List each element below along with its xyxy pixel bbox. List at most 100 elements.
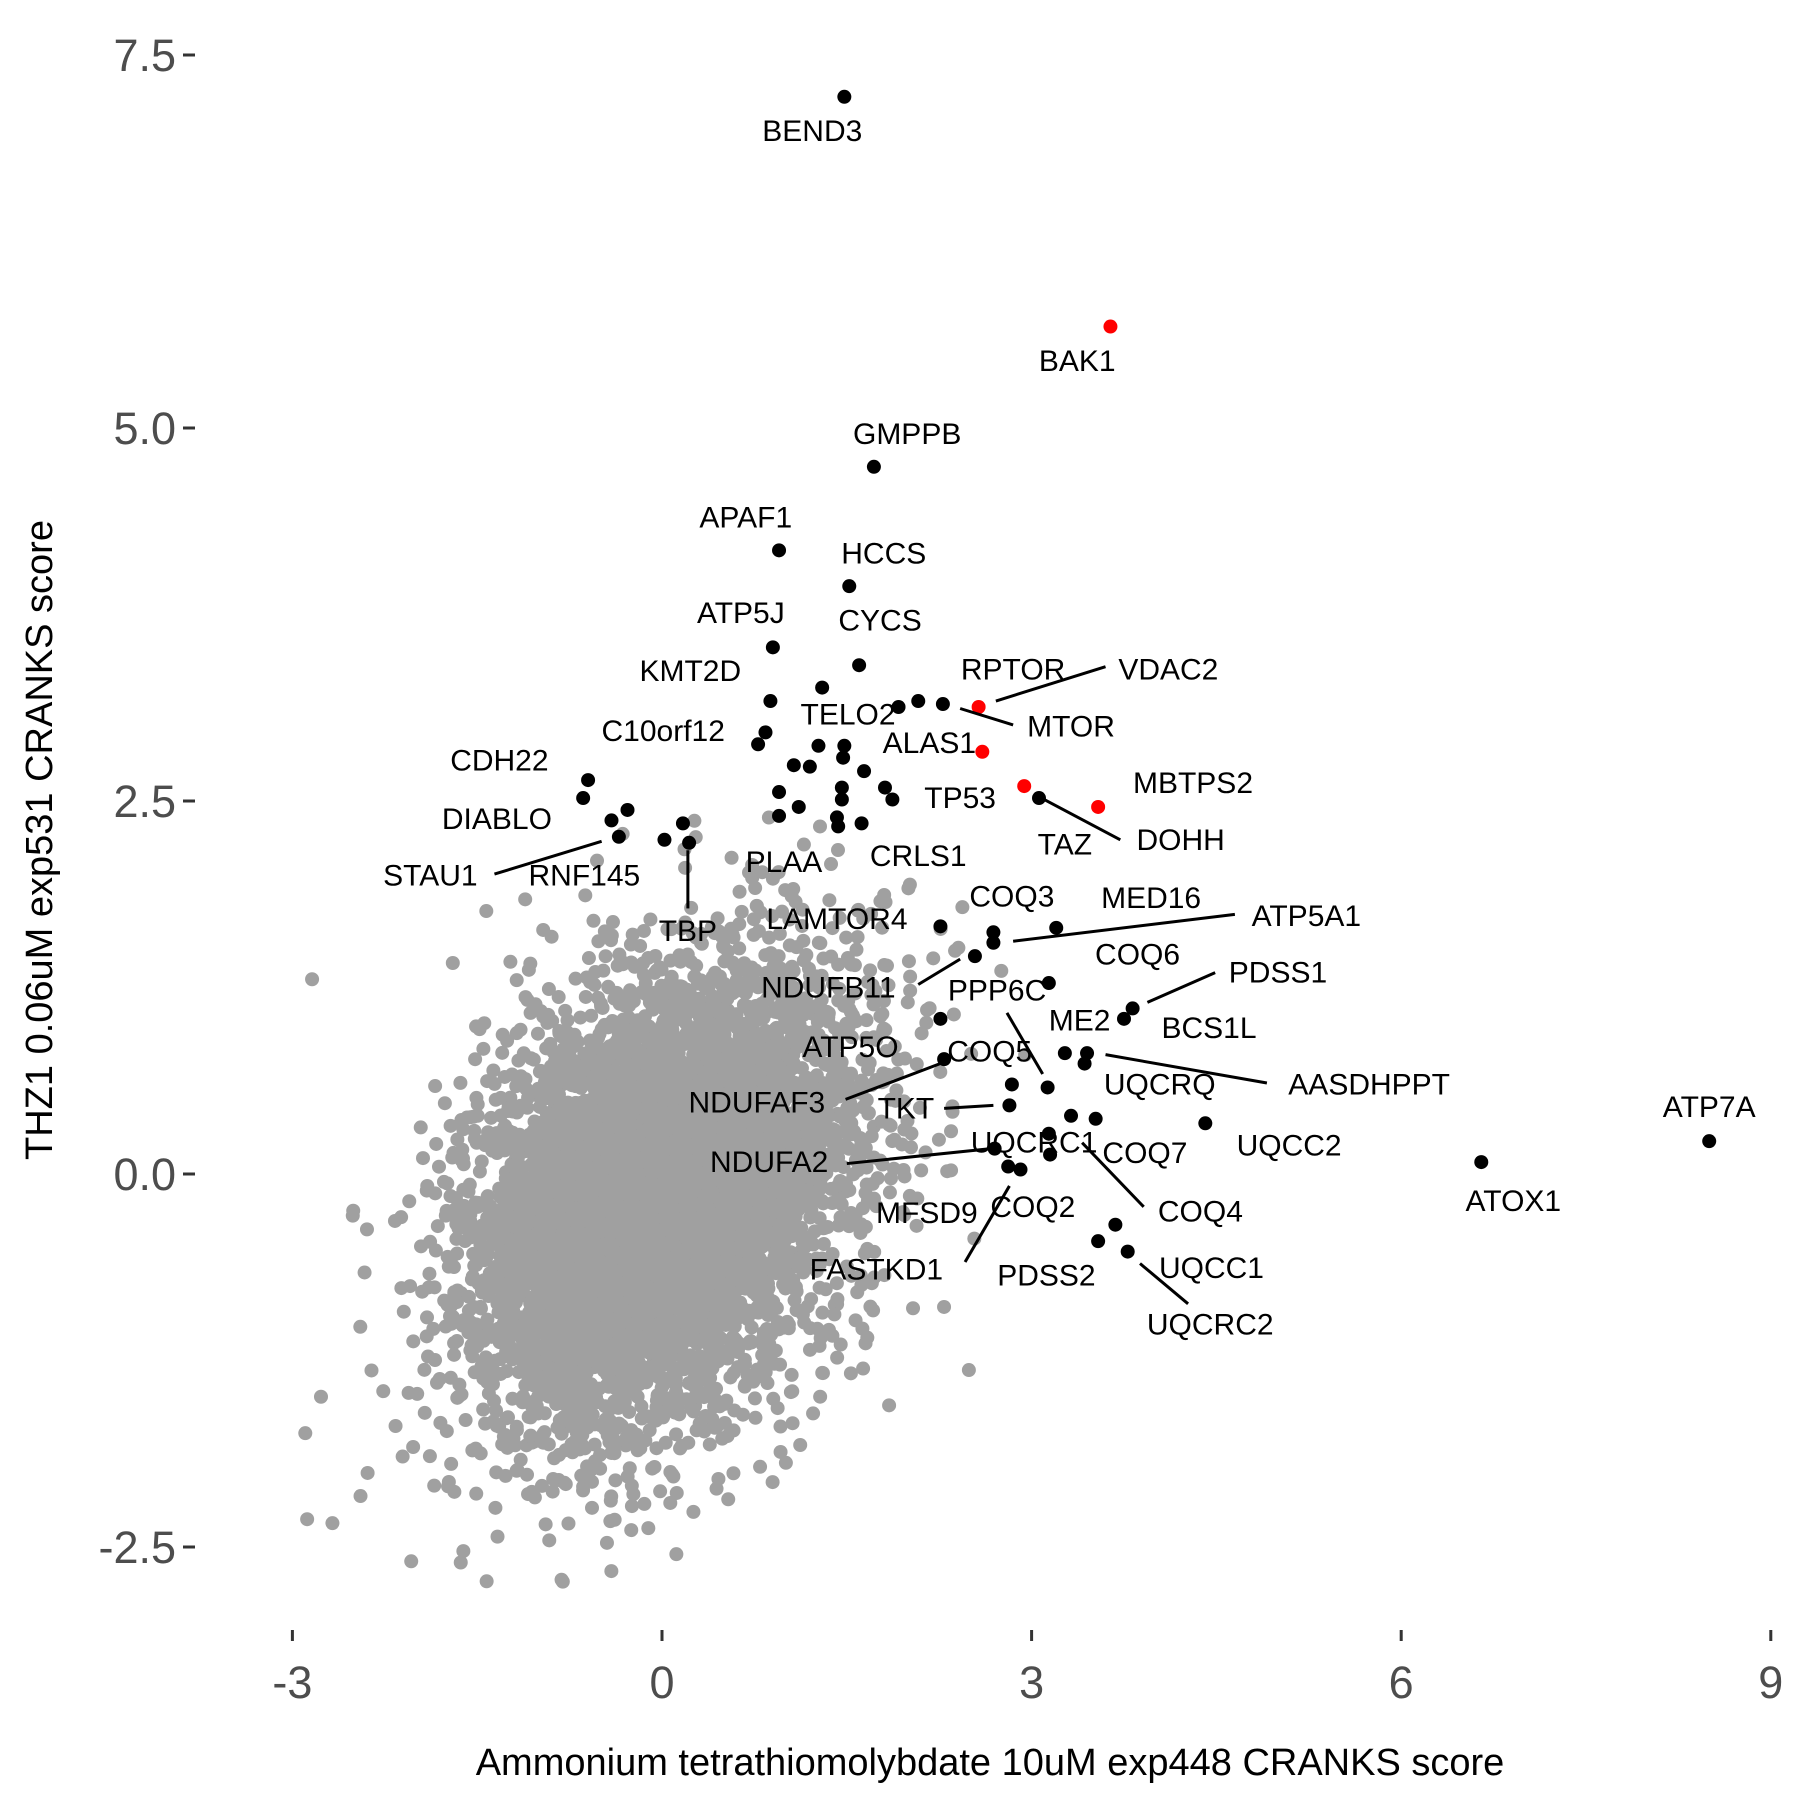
background-point — [734, 904, 749, 919]
background-point — [873, 1009, 888, 1024]
background-point — [749, 898, 764, 913]
background-point — [785, 1416, 800, 1431]
background-point — [850, 930, 865, 945]
background-point — [445, 955, 460, 970]
background-point — [748, 1410, 763, 1425]
background-point — [518, 892, 533, 907]
background-point — [430, 1375, 445, 1390]
background-point — [488, 1500, 503, 1515]
background-point — [474, 1154, 489, 1169]
background-point — [830, 1350, 845, 1365]
background-point — [509, 1419, 524, 1434]
background-point — [521, 962, 536, 977]
background-point — [486, 1063, 501, 1078]
background-point — [796, 933, 811, 948]
background-point — [773, 1419, 788, 1434]
background-point — [401, 1385, 416, 1400]
background-point — [417, 1405, 432, 1420]
background-point — [479, 1574, 494, 1589]
background-point — [406, 1334, 421, 1349]
background-point — [603, 1493, 618, 1508]
background-point — [484, 1110, 499, 1125]
background-point — [633, 938, 648, 953]
background-point — [476, 1041, 491, 1056]
background-point — [520, 992, 535, 1007]
background-point — [848, 1313, 863, 1328]
background-point — [431, 1159, 446, 1174]
background-point — [542, 1533, 557, 1548]
background-point — [551, 990, 566, 1005]
background-point — [495, 1045, 510, 1060]
background-point — [849, 942, 864, 957]
background-point — [576, 1406, 591, 1421]
background-point — [495, 1437, 510, 1452]
background-point — [402, 1194, 417, 1209]
background-point — [658, 1435, 673, 1450]
background-point — [825, 921, 840, 936]
background-point — [726, 1466, 741, 1481]
background-point — [666, 1469, 681, 1484]
background-point — [578, 888, 593, 903]
background-point — [861, 1105, 876, 1120]
background-point — [581, 951, 596, 966]
background-point — [404, 1554, 419, 1569]
background-point — [637, 1496, 652, 1511]
background-point — [598, 949, 613, 964]
background-point — [922, 1001, 937, 1016]
background-point — [458, 1413, 473, 1428]
background-point — [447, 1347, 462, 1362]
background-point — [584, 1008, 599, 1023]
background-points — [298, 810, 1033, 1589]
background-point — [527, 1490, 542, 1505]
background-point — [763, 946, 778, 961]
background-point — [608, 1473, 623, 1488]
background-point — [587, 1437, 602, 1452]
background-point — [443, 1118, 458, 1133]
background-point — [439, 1203, 454, 1218]
background-point — [839, 930, 854, 945]
background-point — [875, 920, 890, 935]
background-point — [906, 1301, 921, 1316]
background-point — [813, 1389, 828, 1404]
background-point — [785, 1384, 800, 1399]
background-point — [599, 1535, 614, 1550]
background-point — [735, 1407, 750, 1422]
background-point — [468, 1052, 483, 1067]
background-point — [663, 1495, 678, 1510]
background-point — [696, 1422, 711, 1437]
background-point — [428, 1079, 443, 1094]
background-point — [933, 1064, 948, 1079]
background-point — [796, 837, 811, 852]
background-point — [881, 978, 896, 993]
background-point — [645, 1461, 660, 1476]
background-point — [444, 1456, 459, 1471]
background-point — [503, 954, 518, 969]
background-point — [422, 1449, 437, 1464]
background-point — [470, 1339, 485, 1354]
background-point — [903, 983, 918, 998]
background-point — [641, 1521, 656, 1536]
background-point — [732, 884, 747, 899]
background-point — [937, 1299, 952, 1314]
background-point — [830, 843, 845, 858]
background-point — [462, 1177, 477, 1192]
background-point — [813, 819, 828, 834]
background-point — [902, 1188, 917, 1203]
background-point — [883, 1171, 898, 1186]
background-point — [568, 971, 583, 986]
background-point — [395, 1449, 410, 1464]
background-point — [469, 1486, 484, 1501]
background-point — [584, 1474, 599, 1489]
background-point — [653, 1484, 668, 1499]
background-point — [747, 1391, 762, 1406]
background-point — [552, 1447, 567, 1462]
background-point — [439, 1424, 454, 1439]
background-point — [509, 973, 524, 988]
background-point — [882, 1398, 897, 1413]
background-point — [353, 1489, 368, 1504]
background-point — [443, 1189, 458, 1204]
background-point — [413, 1120, 428, 1135]
background-point — [429, 1136, 444, 1151]
